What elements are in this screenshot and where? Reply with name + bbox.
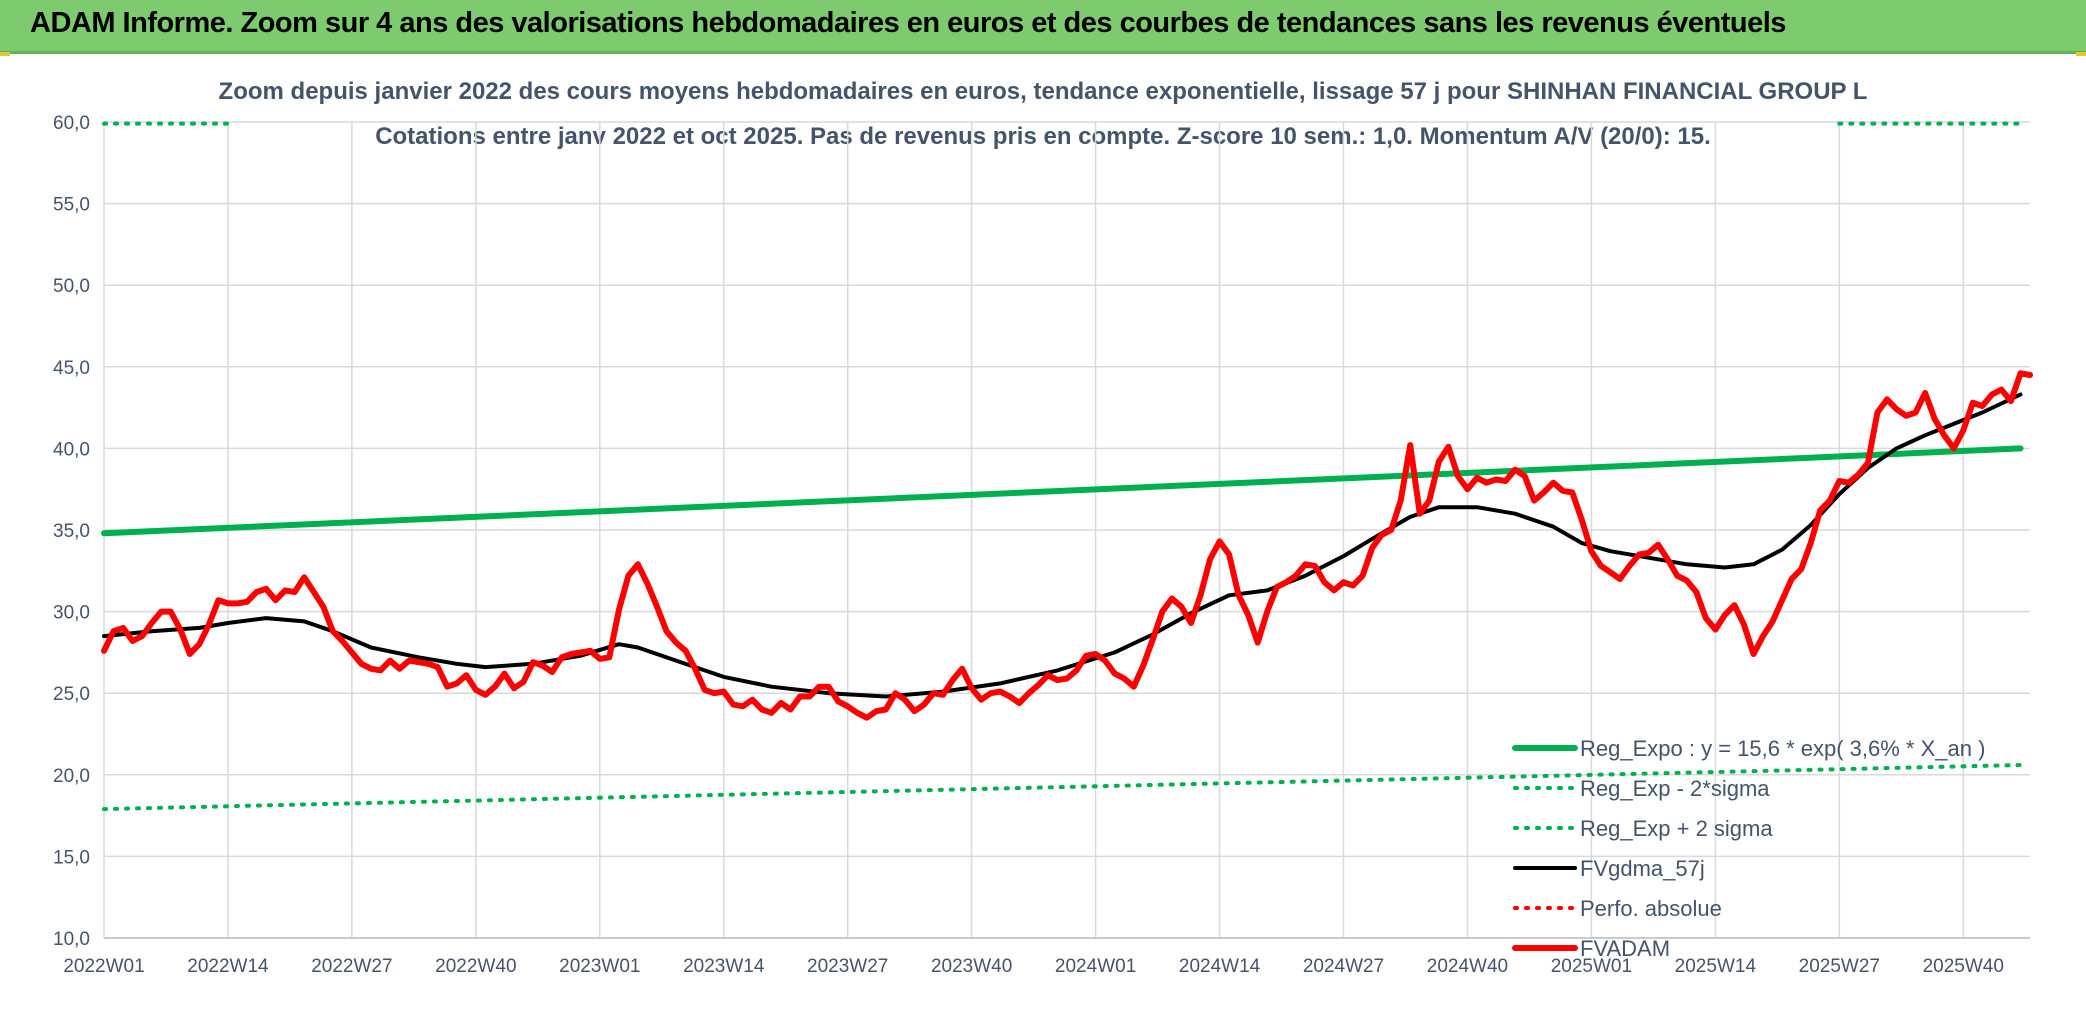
x-tick-label: 2023W01 xyxy=(559,956,640,977)
x-tick-label: 2022W40 xyxy=(435,956,516,977)
x-tick-label: 2023W40 xyxy=(931,956,1012,977)
grid xyxy=(103,121,2030,939)
y-tick-label: 45,0 xyxy=(53,358,90,379)
series-reg-exp-minus xyxy=(102,763,2023,812)
chart-subtitle: Cotations entre janv 2022 et oct 2025. P… xyxy=(375,123,1711,150)
corner-accent-left xyxy=(0,52,10,56)
y-tick-label: 40,0 xyxy=(53,439,90,460)
legend-label: Reg_Exp + 2 sigma xyxy=(1580,816,1773,841)
x-tick-label: 2022W01 xyxy=(63,956,144,977)
report-banner: ADAM Informe. Zoom sur 4 ans des valoris… xyxy=(0,0,2086,54)
series-fvadam xyxy=(101,370,2033,721)
legend-label: Reg_Exp - 2*sigma xyxy=(1580,776,1770,801)
chart-frame: Zoom depuis janvier 2022 des cours moyen… xyxy=(0,54,2086,1031)
legend-label: Perfo. absolue xyxy=(1580,896,1722,921)
legend: Reg_Expo : y = 15,6 * exp( 3,6% * X_an )… xyxy=(1512,736,1985,961)
y-tick-label: 10,0 xyxy=(53,929,90,950)
chart: Zoom depuis janvier 2022 des cours moyen… xyxy=(53,78,2033,977)
axes: 10,0 15,0 20,0 25,0 30,0 35,0 40,0 45,0 50,0 55,0… xyxy=(53,113,2030,977)
x-tick-label: 2024W40 xyxy=(1427,956,1508,977)
x-tick-label: 2024W14 xyxy=(1179,956,1261,977)
y-tick-label: 15,0 xyxy=(53,847,90,868)
y-tick-label: 20,0 xyxy=(53,766,90,787)
y-tick-label: 60,0 xyxy=(53,113,90,134)
x-tick-label: 2025W27 xyxy=(1799,956,1880,977)
x-tick-label: 2022W14 xyxy=(187,956,269,977)
y-tick-label: 55,0 xyxy=(53,195,90,216)
x-tick-label: 2025W01 xyxy=(1551,956,1632,977)
legend-label: FVADAM xyxy=(1580,936,1670,961)
series-layer xyxy=(101,121,2033,812)
x-tick-label: 2025W40 xyxy=(1923,956,2004,977)
y-tick-label: 25,0 xyxy=(53,684,90,705)
legend-label: FVgdma_57j xyxy=(1580,856,1705,881)
y-tick-label: 50,0 xyxy=(53,276,90,297)
x-tick-label: 2025W14 xyxy=(1675,956,1757,977)
x-tick-label: 2023W27 xyxy=(807,956,888,977)
series-fvgdma xyxy=(102,392,2023,699)
x-tick-label: 2024W01 xyxy=(1055,956,1136,977)
y-tick-label: 30,0 xyxy=(53,603,90,624)
report-title: ADAM Informe. Zoom sur 4 ans des valoris… xyxy=(30,7,1786,39)
corner-accent-right xyxy=(2076,52,2086,56)
legend-label: Reg_Expo : y = 15,6 * exp( 3,6% * X_an ) xyxy=(1580,736,1985,761)
x-tick-label: 2022W27 xyxy=(311,956,392,977)
series-reg-expo xyxy=(101,445,2024,537)
x-tick-label: 2023W14 xyxy=(683,956,765,977)
x-tick-label: 2024W27 xyxy=(1303,956,1384,977)
y-tick-label: 35,0 xyxy=(53,521,90,542)
chart-title: Zoom depuis janvier 2022 des cours moyen… xyxy=(219,78,1868,105)
